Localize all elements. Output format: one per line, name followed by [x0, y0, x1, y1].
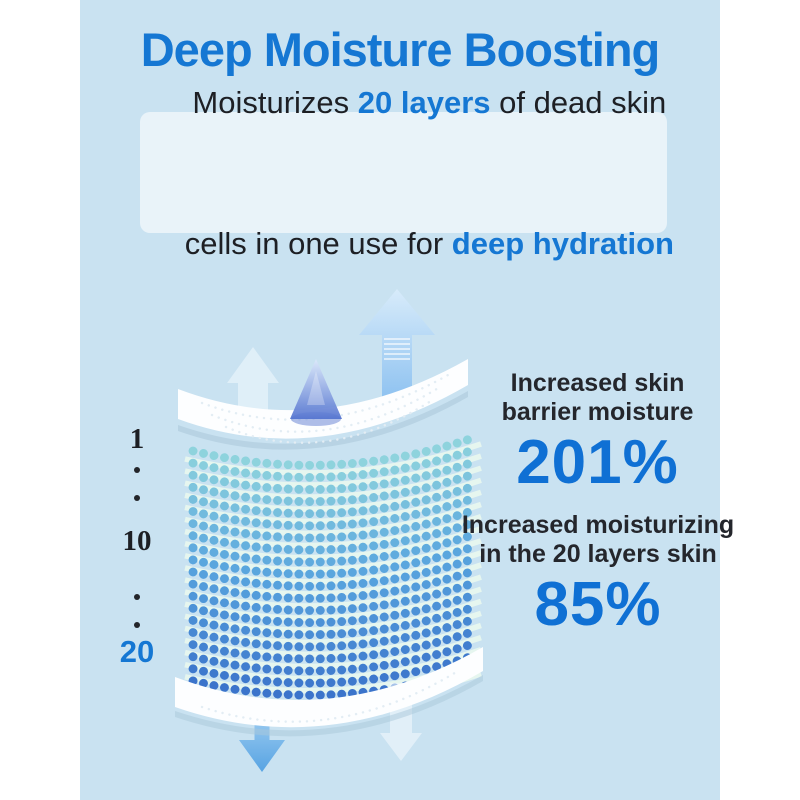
- subtitle-text: Moisturizes: [192, 84, 358, 120]
- skin-layer-beads: [188, 627, 478, 664]
- cone-highlight: [307, 371, 325, 405]
- stat-value: 201%: [516, 428, 679, 497]
- layer-scale-middle: 10: [122, 525, 152, 557]
- skin-layer-beads: [188, 651, 478, 688]
- skin-layer-beads: [188, 554, 478, 591]
- skin-layer-beads: [188, 603, 478, 640]
- sheet-texture: [200, 373, 450, 421]
- subtitle-highlight-deep-hydration: deep hydration: [451, 225, 674, 261]
- sheet-texture: [210, 385, 442, 433]
- skin-sheet-bottom: [175, 647, 483, 728]
- skin-layer-beads: [188, 530, 478, 567]
- subtitle-text: of dead skin: [490, 84, 667, 120]
- stat-label: barrier moisture: [501, 398, 694, 426]
- skin-layer-beads: [188, 482, 478, 519]
- skin-layer-beads: [188, 457, 478, 494]
- scale-dot: [134, 467, 140, 473]
- scale-dot: [134, 594, 140, 600]
- up-arrow-icon: [359, 289, 435, 405]
- scale-dot: [134, 495, 140, 501]
- skin-layer-beads: [188, 433, 478, 470]
- moisture-cone-icon: [290, 359, 342, 419]
- stat-label: Increased moisturizing: [461, 511, 735, 539]
- stat-label: in the 20 layers skin: [479, 540, 717, 568]
- skin-layer-beads: [188, 578, 478, 615]
- skin-layer-beads: [188, 494, 478, 531]
- skin-sheet-top: [178, 359, 468, 439]
- down-arrow-icon: [239, 705, 285, 772]
- skin-layer-beads: [188, 469, 478, 506]
- scale-dot: [134, 622, 140, 628]
- skin-layer-beads: [188, 639, 478, 676]
- skin-layer-beads: [188, 542, 478, 579]
- stat-layers-moisturizing: Increased moisturizing in the 20 layers …: [443, 511, 753, 639]
- sheet-shadow: [178, 391, 468, 450]
- skin-layer-beads: [188, 506, 478, 543]
- stat-label: Increased skin: [510, 369, 685, 397]
- skin-layer-beads: [188, 615, 478, 652]
- stat-value: 85%: [534, 570, 662, 639]
- page-title: Deep Moisture Boosting: [140, 23, 661, 76]
- stat-barrier-moisture: Increased skin barrier moisture 201%: [450, 369, 745, 497]
- skin-layer-beads: [188, 518, 478, 555]
- up-arrow-faint-icon: [227, 347, 279, 425]
- skin-layer-beads: [188, 566, 478, 603]
- layers-illustration: [175, 289, 483, 772]
- subtitle-line-1: Moisturizes 20 layers of dead skin: [141, 32, 667, 173]
- subtitle-box: Moisturizes 20 layers of dead skin cells…: [140, 85, 674, 261]
- subtitle-line-2: cells in one use for deep hydration: [133, 173, 674, 314]
- subtitle-text: cells in one use for: [184, 225, 452, 261]
- skin-layer-beads: [188, 590, 478, 627]
- skin-layer-beads: [188, 445, 478, 482]
- subtitle-highlight-20-layers: 20 layers: [357, 84, 491, 120]
- layer-scale-bottom: 20: [119, 634, 155, 669]
- sheet-shadow: [175, 675, 483, 737]
- layer-scale-top: 1: [129, 423, 145, 455]
